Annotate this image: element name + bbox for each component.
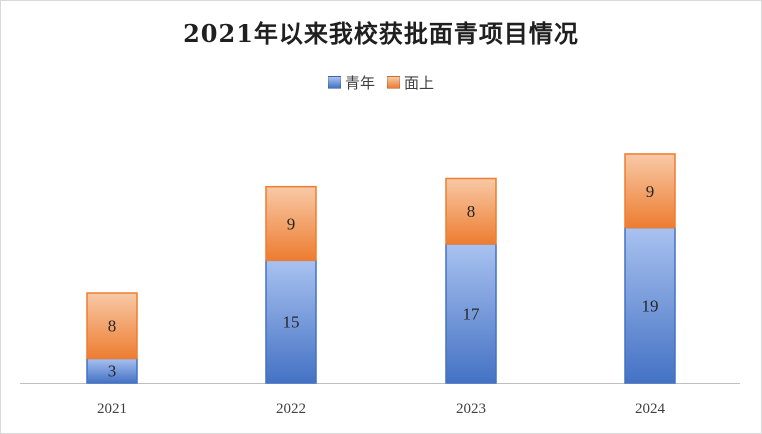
chart-title: 2021年以来我校获批面青项目情况 [183,19,579,48]
data-label-2024-series-0: 19 [642,296,659,315]
data-label-2021-series-1: 8 [108,317,117,336]
chart-legend: 青年 面上 [0,72,762,93]
legend-item-series-1: 面上 [387,72,434,93]
legend-item-series-0: 青年 [327,72,375,93]
data-label-2022-series-1: 9 [287,214,296,233]
x-tick-label-2022: 2022 [276,401,306,417]
x-tick-label-2021: 2021 [97,401,127,417]
data-label-2024-series-1: 9 [646,182,655,201]
legend-label-series-0: 青年 [344,74,375,92]
data-label-2022-series-0: 15 [283,313,300,332]
x-tick-label-2023: 2023 [456,401,486,417]
data-label-2021-series-0: 3 [108,362,117,381]
legend-swatch-series-0 [327,76,341,89]
x-tick-label-2024: 2024 [635,401,666,417]
data-label-2023-series-1: 8 [467,202,476,221]
bar-2023-series-1 [445,177,497,245]
bar-2024-series-0 [624,226,676,384]
legend-label-series-1: 面上 [404,74,435,92]
legend-swatch-series-1 [387,76,400,89]
bar-2022-series-1 [265,185,317,262]
bar-2021-series-1 [86,292,138,360]
data-label-2023-series-0: 17 [463,304,481,323]
bar-2024-series-1 [624,153,676,229]
